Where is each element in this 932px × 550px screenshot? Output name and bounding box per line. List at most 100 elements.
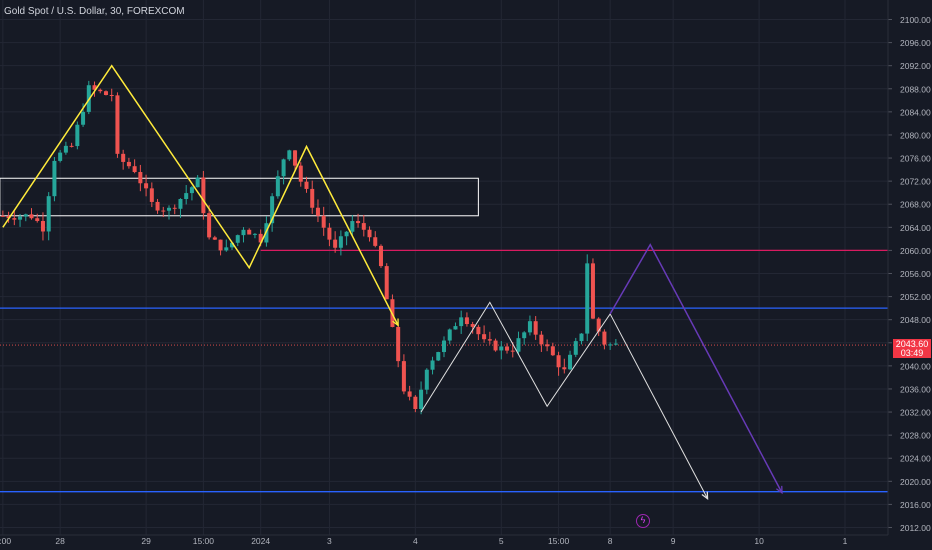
x-tick-label: 5 [499, 536, 504, 546]
x-tick-label: 8 [608, 536, 613, 546]
symbol-title: Gold Spot / U.S. Dollar, 30, FOREXCOM [4, 6, 185, 17]
yellow-arrowhead [392, 318, 399, 327]
y-tick-label: 2068.00 [900, 200, 931, 210]
candle-body [487, 339, 492, 341]
y-tick-label: 2072.00 [900, 177, 931, 187]
candle-body [304, 181, 309, 189]
candle-body [401, 361, 406, 392]
candle-body [585, 263, 590, 334]
time-axis[interactable]: 9:00 28 29 15:00 2024 3 4 5 15:00 8 9 10 1 [0, 534, 888, 546]
candle-body [310, 188, 315, 208]
candle-body [40, 220, 45, 232]
candle-body [522, 332, 527, 339]
candle-body [470, 324, 475, 327]
candle-body [562, 367, 567, 370]
candle-body [81, 111, 86, 125]
candle-body [144, 183, 149, 189]
candle-body [258, 233, 263, 243]
candle-body [252, 233, 257, 235]
candle-body [378, 245, 383, 267]
candle-body [35, 218, 40, 221]
x-tick-label: 15:00 [548, 536, 570, 546]
candle-body [207, 213, 212, 238]
candle-body [161, 210, 166, 212]
candle-body [115, 95, 120, 154]
y-tick-label: 2064.00 [900, 223, 931, 233]
candle-body [436, 352, 441, 361]
candle-body [608, 344, 613, 346]
candle-body [476, 326, 481, 335]
candle-body [155, 201, 160, 211]
y-tick-label: 2020.00 [900, 477, 931, 487]
candle-body [321, 215, 326, 228]
candle-body [52, 160, 57, 197]
candle-body [344, 231, 349, 237]
white-projection-path [420, 301, 708, 499]
price-axis[interactable]: 2100.00 2096.00 2092.00 2088.00 2084.00 2080.… [887, 0, 931, 535]
candle-body [333, 239, 338, 248]
candle-body [109, 95, 114, 97]
candle-body [29, 214, 34, 219]
candle-body [361, 223, 366, 230]
candle-body [419, 389, 424, 409]
candle-body [178, 198, 183, 209]
y-tick-label: 2040.00 [900, 361, 931, 371]
y-tick-label: 2076.00 [900, 154, 931, 164]
candle-body [516, 338, 521, 352]
current-price-tag: 2043.60 03:49 [893, 339, 931, 358]
y-tick-label: 2096.00 [900, 38, 931, 48]
y-tick-label: 2016.00 [900, 500, 931, 510]
chart-grid [0, 0, 888, 535]
candle-body [453, 326, 458, 330]
candle-body [212, 237, 217, 240]
yellow-zigzag-pattern [2, 64, 399, 326]
candle-body [590, 263, 595, 319]
x-tick-label: 9 [671, 536, 676, 546]
x-tick-label: 2024 [251, 536, 270, 546]
candle-body [121, 153, 126, 162]
flash-icon[interactable]: ϟ [636, 514, 650, 528]
candle-body [58, 152, 63, 161]
candle-body [373, 237, 378, 246]
candle-body [149, 188, 154, 202]
candle-body [447, 329, 452, 341]
candle-body [613, 343, 618, 345]
candle-body [138, 172, 143, 184]
y-tick-label: 2052.00 [900, 292, 931, 302]
candle-body [539, 334, 544, 345]
box-outline [0, 177, 479, 217]
candle-body [224, 247, 229, 251]
candle-body [505, 346, 510, 351]
horizontal-levels[interactable] [0, 249, 888, 493]
candle-body [459, 317, 464, 327]
candle-body [579, 333, 584, 342]
y-tick-label: 2028.00 [900, 431, 931, 441]
candle-body [573, 341, 578, 355]
candle-body [298, 165, 303, 182]
candle-body [350, 221, 355, 232]
candle-body [510, 350, 515, 352]
candle-body [424, 369, 429, 390]
candle-body [533, 321, 538, 335]
candle-body [103, 91, 108, 96]
candle-body [18, 216, 23, 220]
bar-countdown: 03:49 [900, 348, 924, 358]
candle-body [167, 207, 172, 211]
candle-body [315, 207, 320, 216]
candle-body [235, 235, 240, 243]
candle-body [241, 229, 246, 236]
candle-body [201, 177, 206, 214]
x-tick-label: 10 [754, 536, 764, 546]
candle-body [63, 145, 68, 153]
consolidation-box[interactable] [0, 177, 479, 217]
candle-body [230, 242, 235, 248]
candle-body [384, 266, 389, 300]
purple-arrowhead [775, 485, 783, 495]
candle-body [69, 145, 74, 147]
candle-body [568, 354, 573, 370]
pattern-annotations[interactable] [2, 64, 783, 500]
y-tick-label: 2088.00 [900, 84, 931, 94]
candle-body [46, 196, 51, 232]
candle-body [247, 229, 252, 235]
